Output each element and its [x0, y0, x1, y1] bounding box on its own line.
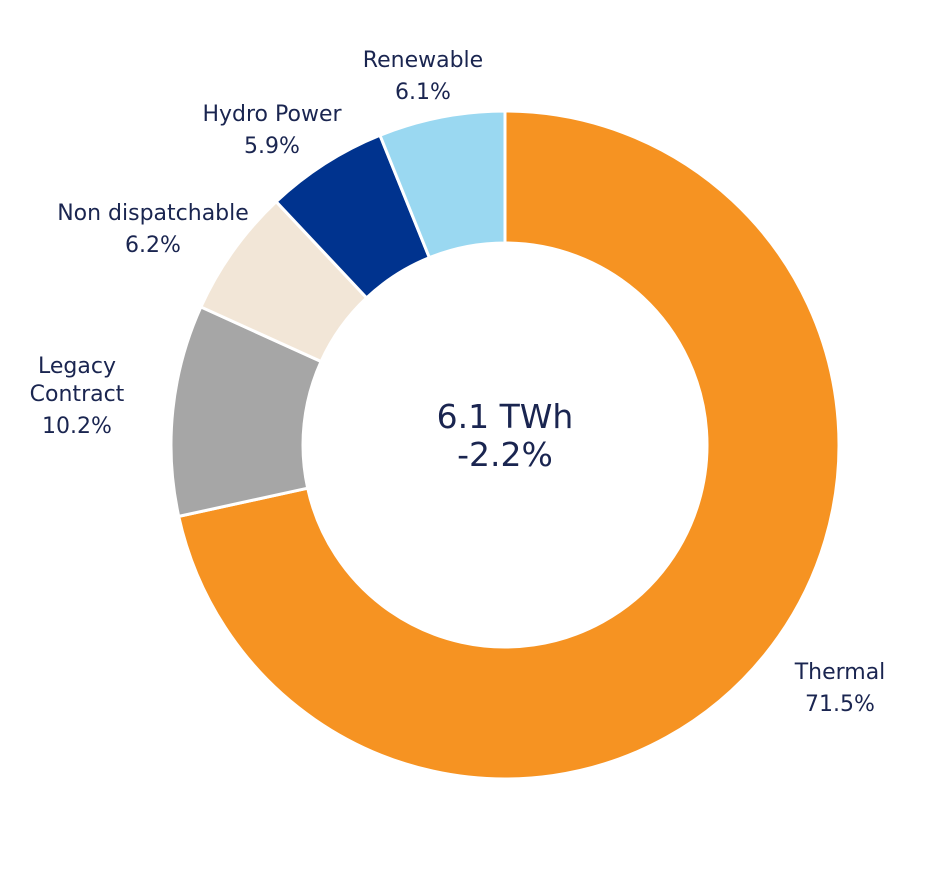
non-dispatchable-label: Non dispatchable 6.2% [52, 198, 254, 262]
thermal-label-name: Thermal [794, 660, 886, 685]
renewable-label: Renewable 6.1% [358, 45, 488, 109]
slice-renewable [378, 109, 507, 260]
thermal-label: Thermal 71.5% [790, 657, 890, 721]
hydro-power-label: Hydro Power 5.9% [192, 99, 352, 163]
slice-thermal [177, 109, 841, 781]
thermal-label-percent: 71.5% [805, 692, 875, 717]
non-dispatchable-label-percent: 6.2% [125, 233, 181, 258]
hydro-power-label-name: Hydro Power [202, 102, 342, 127]
hydro-power-label-percent: 5.9% [244, 134, 300, 159]
renewable-label-name: Renewable [362, 48, 484, 73]
center-total-change: -2.2% [457, 435, 553, 474]
center-total-value: 6.1 TWh [436, 397, 574, 436]
legacy-contract-label: Legacy Contract 10.2% [22, 353, 132, 441]
legacy-contract-label-line2: Contract [29, 382, 125, 407]
legacy-contract-label-line1: Legacy [38, 354, 116, 379]
renewable-label-percent: 6.1% [395, 80, 451, 105]
non-dispatchable-label-name: Non dispatchable [57, 201, 249, 226]
center-total: 6.1 TWh -2.2% [355, 398, 655, 474]
legacy-contract-label-percent: 10.2% [42, 414, 112, 439]
